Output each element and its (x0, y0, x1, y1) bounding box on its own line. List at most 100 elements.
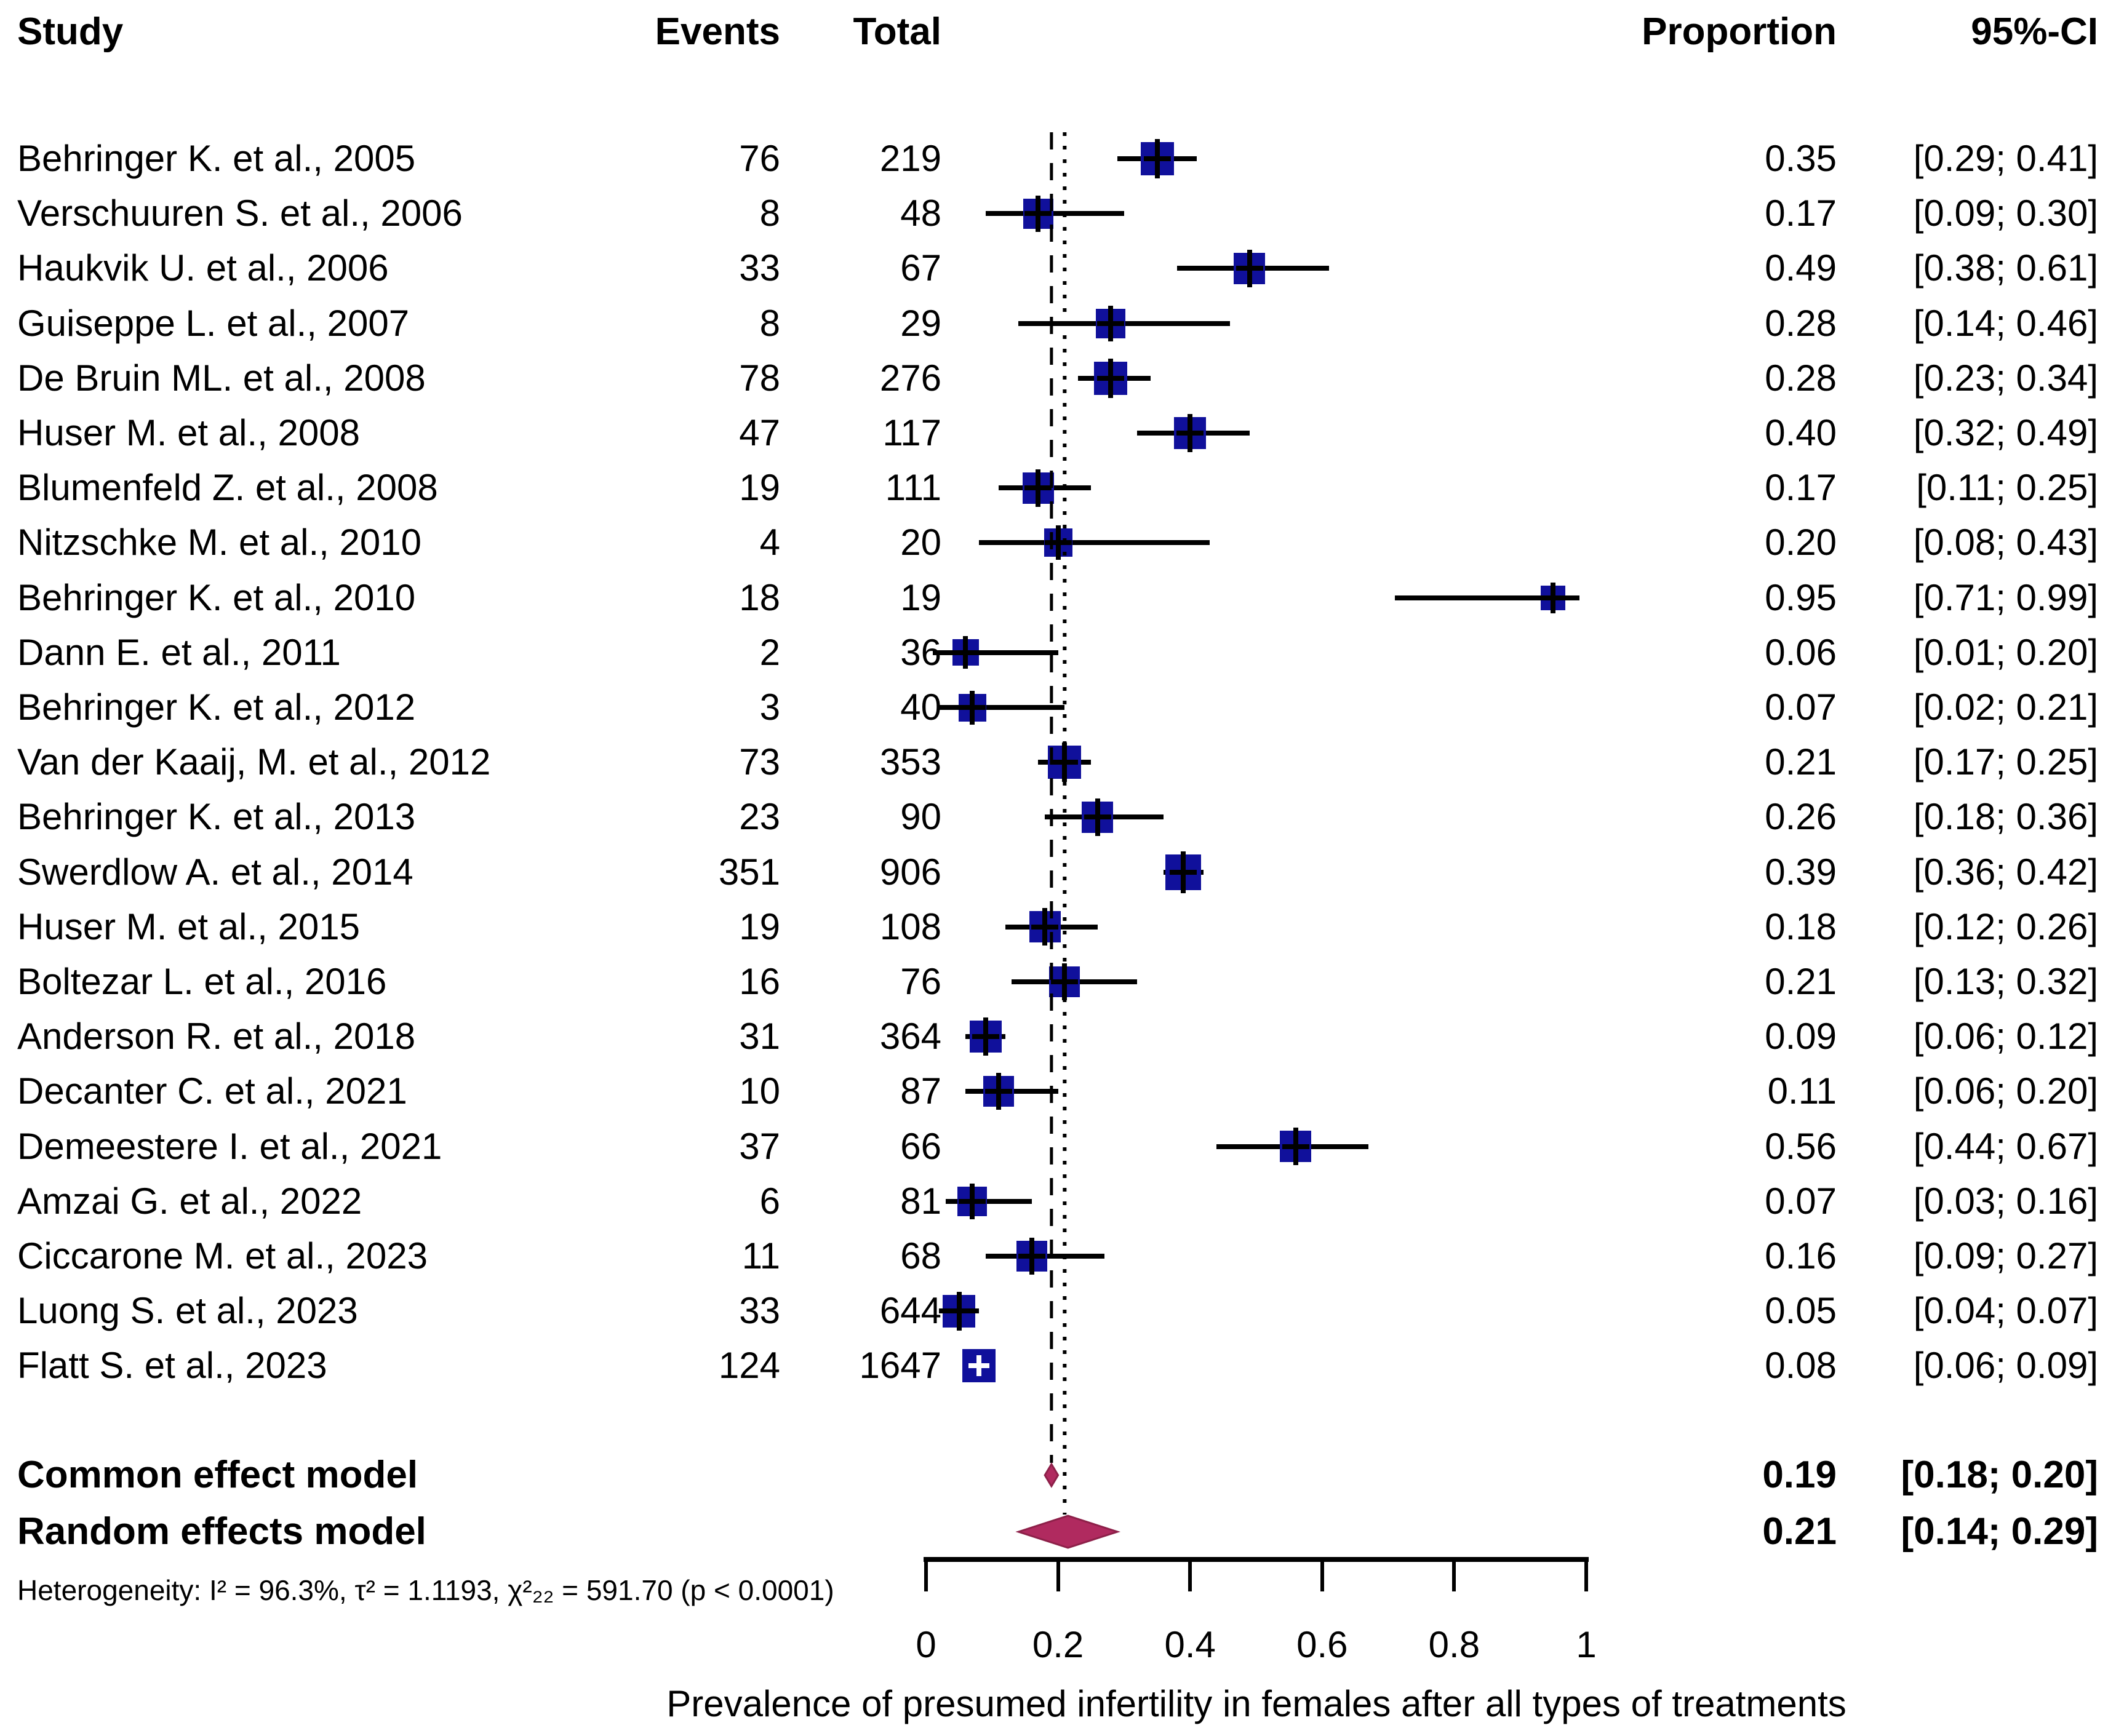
total-value: 353 (879, 741, 941, 783)
ci-line (985, 211, 1124, 217)
column-header-proportion: Proportion (1642, 10, 1837, 53)
point-cross-icon (970, 690, 975, 725)
study-name: Van der Kaaij, M. et al., 2012 (17, 741, 491, 783)
study-name: De Bruin ML. et al., 2008 (17, 357, 426, 399)
x-axis-tick-label: 1 (1576, 1624, 1597, 1665)
ci-line (932, 650, 1058, 655)
point-cross-icon (1551, 582, 1556, 613)
study-name: Luong S. et al., 2023 (17, 1290, 358, 1332)
ci-value: [0.29; 0.41] (1913, 138, 2098, 179)
total-value: 87 (900, 1070, 941, 1112)
events-value: 2 (759, 631, 780, 673)
events-value: 8 (759, 193, 780, 234)
ci-line (939, 705, 1065, 710)
proportion-value: 0.08 (1765, 1345, 1837, 1387)
proportion-value: 0.07 (1765, 1180, 1837, 1222)
point-cross-icon (1293, 1128, 1298, 1166)
study-name: Swerdlow A. et al., 2014 (17, 851, 413, 893)
random-effects-proportion: 0.21 (1762, 1510, 1837, 1553)
proportion-value: 0.18 (1765, 906, 1837, 947)
common-effect-ci: [0.18; 0.20] (1901, 1454, 2098, 1496)
study-name: Behringer K. et al., 2012 (17, 687, 416, 728)
point-cross-icon (996, 1073, 1002, 1110)
proportion-value: 0.49 (1765, 247, 1837, 289)
study-name: Haukvik U. et al., 2006 (17, 247, 389, 289)
events-value: 8 (759, 302, 780, 344)
x-axis-tick-label: 0.2 (1032, 1624, 1084, 1665)
proportion-value: 0.28 (1765, 357, 1837, 399)
events-value: 19 (739, 906, 780, 947)
study-name: Nitzschke M. et al., 2010 (17, 522, 421, 563)
point-cross-icon (1154, 139, 1160, 178)
total-value: 644 (879, 1290, 941, 1332)
point-cross-icon (1036, 195, 1041, 232)
point-cross-icon (1062, 963, 1068, 1000)
ci-line (946, 1198, 1032, 1204)
events-value: 47 (739, 412, 780, 453)
proportion-value: 0.21 (1765, 741, 1837, 783)
point-cross-icon (1247, 249, 1252, 287)
total-value: 81 (900, 1180, 941, 1222)
study-name: Ciccarone M. et al., 2023 (17, 1235, 428, 1276)
study-name: Guiseppe L. et al., 2007 (17, 302, 410, 344)
total-value: 48 (900, 193, 941, 234)
column-header-events: Events (655, 10, 780, 53)
total-value: 29 (900, 302, 941, 344)
ci-value: [0.01; 0.20] (1913, 631, 2098, 673)
events-value: 19 (739, 467, 780, 509)
proportion-value: 0.95 (1765, 576, 1837, 618)
proportion-value: 0.05 (1765, 1290, 1837, 1332)
common-effect-label: Common effect model (17, 1454, 418, 1496)
x-axis-tick (1320, 1559, 1324, 1591)
point-cross-icon (1055, 525, 1061, 560)
ci-value: [0.23; 0.34] (1913, 357, 2098, 399)
ci-value: [0.06; 0.12] (1913, 1016, 2098, 1057)
ci-value: [0.08; 0.43] (1913, 522, 2098, 563)
proportion-value: 0.17 (1765, 193, 1837, 234)
x-axis-tick-label: 0.8 (1428, 1624, 1480, 1665)
column-header-ci: 95%-CI (1971, 10, 2098, 53)
proportion-value: 0.39 (1765, 851, 1837, 893)
proportion-value: 0.40 (1765, 412, 1837, 453)
study-name: Demeestere I. et al., 2021 (17, 1125, 442, 1167)
study-name: Behringer K. et al., 2005 (17, 138, 416, 179)
events-value: 11 (741, 1235, 780, 1276)
total-value: 66 (900, 1125, 941, 1167)
study-name: Behringer K. et al., 2010 (17, 576, 416, 618)
ci-value: [0.03; 0.16] (1913, 1180, 2098, 1222)
ci-value: [0.17; 0.25] (1913, 741, 2098, 783)
random-effects-diamond (1015, 1515, 1121, 1549)
events-value: 124 (718, 1345, 780, 1387)
point-cross-icon (1029, 1238, 1034, 1275)
ci-line (1394, 595, 1580, 600)
proportion-value: 0.20 (1765, 522, 1837, 563)
common-effect-diamond (1044, 1462, 1060, 1488)
point-cross-icon (983, 1017, 988, 1056)
ci-value: [0.36; 0.42] (1913, 851, 2098, 893)
x-axis-tick (1188, 1559, 1192, 1591)
ci-value: [0.14; 0.46] (1913, 302, 2098, 344)
total-value: 364 (879, 1016, 941, 1057)
events-value: 351 (718, 851, 780, 893)
study-name: Amzai G. et al., 2022 (17, 1180, 362, 1222)
events-value: 78 (739, 357, 780, 399)
column-header-total: Total (853, 10, 942, 53)
x-axis-tick-label: 0 (916, 1624, 936, 1665)
point-cross-icon (1095, 798, 1100, 836)
random-effects-ci: [0.14; 0.29] (1901, 1510, 2098, 1553)
point-cross-icon (1042, 908, 1048, 946)
total-value: 19 (900, 576, 941, 618)
heterogeneity-note: Heterogeneity: I² = 96.3%, τ² = 1.1193, … (17, 1574, 834, 1606)
events-value: 3 (759, 687, 780, 728)
total-value: 67 (900, 247, 941, 289)
total-value: 76 (900, 961, 941, 1002)
total-value: 40 (900, 687, 941, 728)
proportion-value: 0.35 (1765, 138, 1837, 179)
ci-value: [0.11; 0.25] (1916, 467, 2098, 509)
total-value: 90 (900, 796, 941, 838)
study-name: Boltezar L. et al., 2016 (17, 961, 387, 1002)
point-cross-icon (1188, 414, 1193, 452)
ci-line (978, 540, 1210, 546)
ci-value: [0.06; 0.20] (1913, 1070, 2098, 1112)
